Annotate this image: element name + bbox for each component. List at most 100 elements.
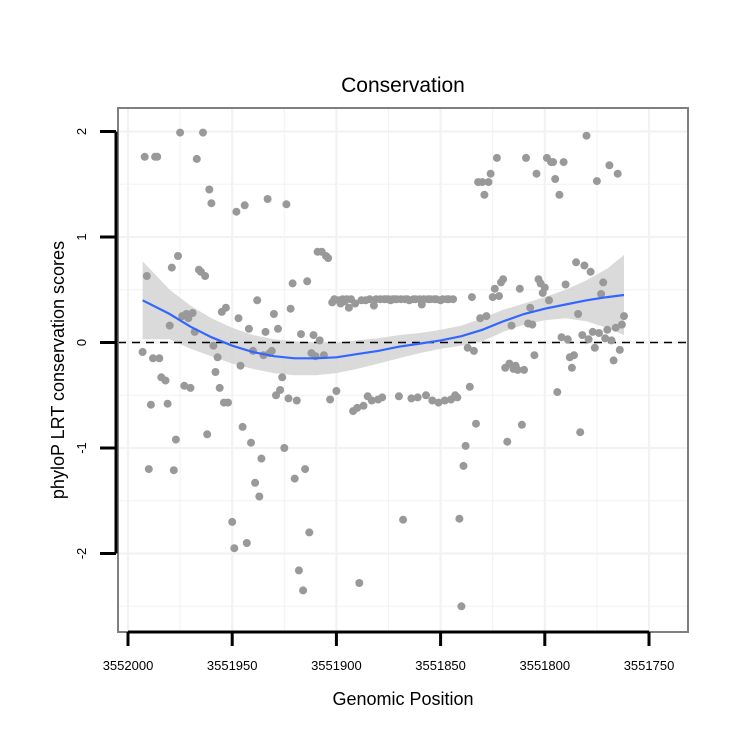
data-point [615, 345, 624, 354]
data-point [595, 329, 603, 337]
data-point [240, 201, 249, 210]
smooth-line [142, 293, 625, 360]
data-point [472, 419, 480, 428]
data-point [244, 324, 253, 333]
data-point [517, 420, 526, 429]
data-point [367, 396, 376, 405]
data-point [540, 283, 549, 292]
data-point [476, 314, 485, 323]
data-point [205, 185, 214, 194]
data-point [282, 200, 291, 209]
data-point [192, 154, 201, 163]
data-point [563, 335, 572, 344]
data-point [486, 169, 495, 178]
data-point [203, 430, 212, 439]
data-point [247, 438, 255, 447]
data-point [301, 465, 310, 474]
data-point [232, 207, 241, 216]
x-axis-title: Genomic Position [332, 689, 473, 709]
data-point [186, 383, 195, 392]
data-point [428, 396, 437, 405]
data-point [234, 314, 243, 323]
data-point [601, 334, 610, 343]
data-point [597, 290, 606, 298]
data-point [478, 178, 487, 187]
data-point [394, 392, 403, 401]
data-point [174, 252, 182, 260]
data-point [176, 128, 185, 137]
y-tick-label: 2 [74, 128, 89, 135]
data-point [592, 177, 601, 186]
data-point [369, 301, 378, 310]
data-point [407, 394, 416, 403]
data-point [590, 343, 599, 352]
data-point [201, 272, 210, 280]
x-tick-label: 3551900 [311, 658, 362, 673]
data-point [359, 401, 368, 410]
data-point [399, 515, 408, 524]
data-point [278, 373, 287, 382]
data-point [570, 351, 578, 360]
data-point [580, 261, 589, 270]
data-point [171, 435, 180, 444]
data-point [599, 278, 608, 287]
data-point [269, 310, 278, 318]
data-point [146, 400, 155, 409]
data-point [555, 190, 564, 199]
y-tick-label: 1 [74, 233, 89, 240]
data-point [257, 454, 266, 463]
data-point [292, 396, 301, 405]
data-point [551, 175, 560, 183]
data-point [482, 312, 491, 321]
data-point [230, 544, 239, 553]
data-point [557, 333, 566, 342]
data-point [309, 331, 318, 340]
data-point [267, 346, 276, 355]
data-point [188, 309, 197, 317]
data-point [169, 466, 178, 475]
data-point [294, 566, 303, 575]
y-tick-label: -2 [74, 548, 89, 560]
y-axis: -2 -1 0 1 2 [74, 128, 118, 560]
data-point [138, 348, 147, 356]
data-point [488, 293, 497, 302]
data-point [207, 199, 216, 208]
data-point [153, 152, 162, 161]
data-point [457, 602, 466, 611]
data-point [620, 312, 628, 321]
data-point [211, 368, 220, 376]
data-point [545, 296, 553, 305]
data-point [276, 386, 285, 394]
data-point [326, 395, 335, 404]
smooth-line-layer [142, 293, 625, 360]
data-point [297, 330, 305, 339]
data-point [263, 195, 272, 203]
data-point [280, 444, 289, 452]
data-point [228, 517, 237, 526]
data-point [526, 303, 535, 312]
data-point [149, 354, 157, 363]
data-point [455, 514, 464, 523]
data-point [480, 190, 489, 199]
data-point [165, 321, 174, 330]
data-point [553, 388, 562, 397]
data-point [351, 299, 360, 308]
data-point [576, 428, 585, 437]
data-point [253, 296, 262, 305]
data-point [499, 275, 508, 284]
data-point [607, 336, 616, 345]
data-point [242, 539, 251, 547]
data-point [315, 336, 324, 345]
data-point [378, 393, 387, 402]
data-point [492, 153, 501, 162]
data-point [609, 356, 618, 365]
data-point [467, 293, 476, 302]
data-point [617, 320, 626, 329]
data-point [561, 280, 570, 289]
data-point [344, 303, 353, 312]
x-axis: 3552000 3551950 3551900 3551850 3551800 35517… [103, 630, 674, 673]
data-point [463, 343, 472, 352]
y-tick-label: -1 [74, 442, 89, 454]
data-point [578, 331, 587, 340]
